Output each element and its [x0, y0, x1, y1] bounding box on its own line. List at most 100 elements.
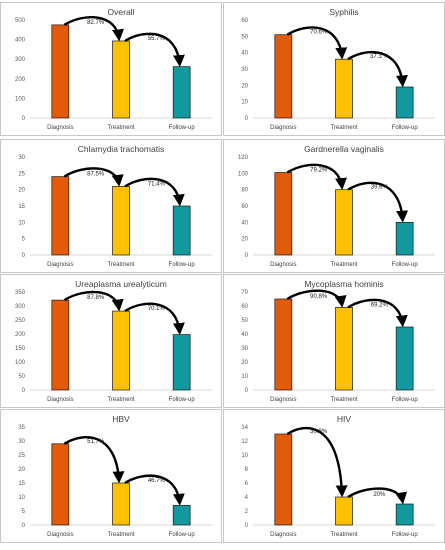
y-tick-label: 250 — [15, 318, 26, 324]
chart-title: HIV — [337, 414, 352, 424]
y-tick-label: 20 — [241, 83, 248, 89]
x-tick-label: Treatment — [107, 125, 134, 131]
y-tick-label: 150 — [15, 346, 26, 352]
y-tick-label: 0 — [245, 116, 249, 122]
bar-diagnosis — [274, 298, 293, 391]
y-tick-label: 80 — [241, 188, 248, 194]
bar-follow-up — [172, 334, 191, 391]
bar-diagnosis — [274, 34, 293, 119]
conversion-label: 70.6% — [310, 30, 328, 36]
bar-follow-up — [395, 86, 414, 119]
x-tick-label: Diagnosis — [270, 397, 296, 403]
bar-diagnosis — [51, 299, 70, 391]
y-tick-label: 25 — [18, 171, 25, 177]
y-tick-label: 120 — [238, 155, 249, 161]
chart-panel-6: HBV 0 5 10 15 20 25 30 35 Diagnosis Treatment Follo… — [0, 409, 222, 543]
chart-panel-3: Gardnerella vaginalis 0 20 40 60 80 100 120 Diag… — [223, 139, 445, 273]
conversion-arrow — [286, 427, 348, 498]
y-tick-label: 40 — [241, 220, 248, 226]
x-tick-label: Follow-up — [392, 397, 419, 403]
chart-panel-0: Overall 0 100 200 300 400 500 Diagnosis Treatmen… — [0, 2, 222, 136]
bar-follow-up — [172, 66, 191, 119]
y-tick-label: 300 — [15, 57, 26, 63]
conversion-label: 30.8% — [310, 429, 328, 435]
conversion-label: 82.7% — [87, 20, 105, 26]
y-tick-label: 15 — [18, 204, 25, 210]
chart-panel-1: Syphilis 0 10 20 30 40 50 60 Diagnosis Treatment F… — [223, 2, 445, 136]
y-tick-label: 400 — [15, 38, 26, 44]
y-tick-label: 350 — [15, 290, 26, 296]
y-tick-label: 50 — [18, 374, 25, 380]
y-tick-label: 0 — [22, 253, 26, 259]
chart-title: Ureaplasma urealyticum — [75, 279, 167, 289]
conversion-arrow — [286, 26, 348, 60]
y-tick-label: 0 — [245, 523, 249, 529]
x-tick-label: Follow-up — [392, 262, 419, 268]
x-tick-label: Diagnosis — [47, 125, 73, 131]
x-tick-label: Diagnosis — [47, 397, 73, 403]
bar-follow-up — [172, 205, 191, 256]
bar-follow-up — [395, 326, 414, 391]
y-tick-label: 4 — [245, 495, 249, 501]
y-tick-label: 100 — [15, 360, 26, 366]
chart-panel-5: Mycoplasma hominis 0 10 20 30 40 50 60 70 Diagnos… — [223, 274, 445, 408]
y-tick-label: 2 — [245, 509, 249, 515]
y-tick-label: 30 — [241, 67, 248, 73]
x-tick-label: Follow-up — [169, 125, 196, 131]
y-tick-label: 40 — [241, 332, 248, 338]
y-tick-label: 500 — [15, 18, 26, 24]
y-tick-label: 15 — [18, 481, 25, 487]
y-tick-label: 0 — [22, 523, 26, 529]
conversion-arrow — [286, 163, 347, 191]
chart-panel-7: HIV 0 2 4 6 8 10 12 14 Diagnosis Treatment Follow-u… — [223, 409, 445, 543]
y-tick-label: 10 — [241, 100, 248, 106]
y-tick-label: 60 — [241, 18, 248, 24]
conversion-arrow — [347, 181, 409, 223]
conversion-label: 37.3 % — [370, 54, 389, 60]
y-tick-label: 10 — [18, 220, 25, 226]
conversion-arrow — [347, 487, 408, 505]
x-tick-label: Treatment — [107, 397, 134, 403]
y-tick-label: 20 — [241, 360, 248, 366]
chart-panel-4: Ureaplasma urealyticum 0 50 100 150 200 250 300… — [0, 274, 222, 408]
bar-treatment — [112, 310, 130, 391]
y-tick-label: 50 — [241, 318, 248, 324]
bar-diagnosis — [51, 24, 70, 119]
x-tick-label: Treatment — [330, 262, 357, 268]
x-tick-label: Follow-up — [169, 262, 196, 268]
conversion-label: 51.7% — [87, 439, 105, 445]
y-tick-label: 70 — [241, 290, 248, 296]
bar-follow-up — [395, 221, 414, 256]
bar-treatment — [335, 58, 353, 119]
bar-diagnosis — [274, 172, 293, 256]
y-tick-label: 100 — [15, 96, 26, 102]
conversion-arrow — [286, 289, 347, 308]
conversion-label: 55.7% — [148, 36, 166, 42]
conversion-arrow — [124, 177, 185, 207]
conversion-label: 90.8% — [310, 294, 328, 300]
x-tick-label: Follow-up — [169, 397, 196, 403]
y-tick-label: 200 — [15, 77, 26, 83]
conversion-arrow — [347, 51, 408, 88]
bar-treatment — [335, 307, 353, 391]
bar-treatment — [335, 496, 353, 526]
x-tick-label: Treatment — [107, 532, 134, 538]
bar-diagnosis — [51, 443, 70, 526]
y-tick-label: 60 — [241, 204, 248, 210]
conversion-label: 79.2% — [310, 168, 328, 174]
conversion-label: 69.2% — [371, 302, 389, 308]
y-tick-label: 35 — [18, 425, 25, 431]
y-tick-label: 12 — [241, 439, 248, 445]
conversion-arrow — [63, 167, 124, 187]
y-tick-label: 20 — [18, 188, 25, 194]
x-tick-label: Diagnosis — [270, 532, 296, 538]
y-tick-label: 0 — [22, 388, 26, 394]
y-tick-label: 0 — [245, 253, 249, 259]
y-tick-label: 8 — [245, 467, 249, 473]
bar-follow-up — [395, 503, 414, 526]
chart-title: HBV — [112, 414, 130, 424]
panel-border — [0, 409, 222, 543]
conversion-label: 71.4% — [148, 181, 166, 187]
x-tick-label: Diagnosis — [47, 532, 73, 538]
